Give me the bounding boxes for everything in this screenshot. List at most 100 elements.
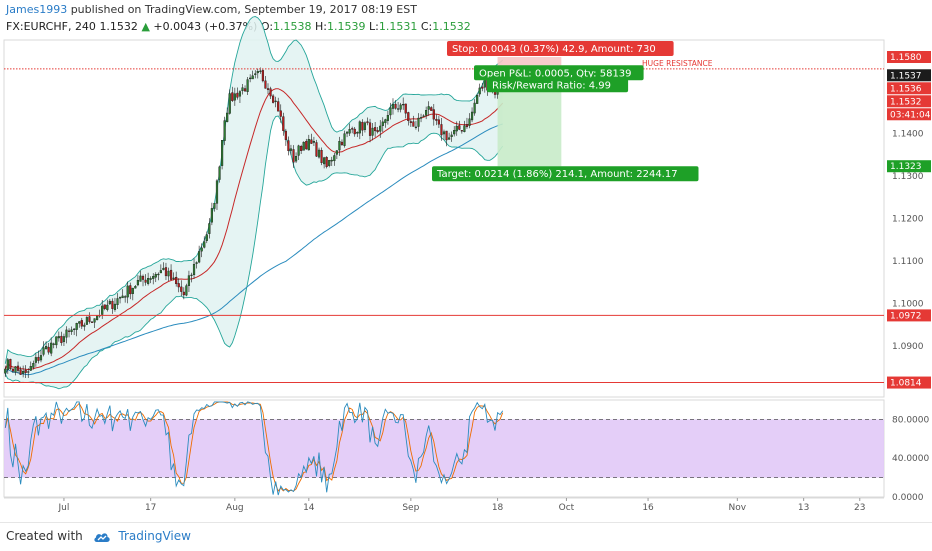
price-marker-label: 1.1532 — [890, 97, 922, 107]
candle-body — [455, 125, 458, 132]
candle-body — [203, 241, 206, 248]
price-change: +0.0043 (+0.37%) — [153, 20, 258, 33]
candle — [108, 298, 111, 305]
candle-body — [192, 263, 196, 276]
time-tick-label: 16 — [642, 503, 654, 513]
candle — [282, 112, 285, 136]
stochastic-tick-label: 40.0000 — [892, 454, 929, 464]
candle — [249, 74, 252, 83]
candle — [463, 120, 466, 133]
candle — [93, 318, 96, 329]
candle — [190, 272, 193, 283]
time-tick-label: 13 — [798, 503, 809, 513]
candle-body — [358, 121, 361, 134]
candle — [345, 131, 349, 138]
candle-body — [226, 112, 229, 122]
candle-body — [284, 130, 287, 140]
candle — [159, 264, 162, 274]
candle — [297, 144, 300, 161]
candle-body — [47, 346, 50, 353]
candle — [465, 117, 469, 129]
candle-body — [42, 347, 45, 355]
price-tick-label: 1.1400 — [892, 130, 924, 140]
stochastic-band — [4, 419, 884, 478]
candle-body — [266, 88, 270, 90]
candle-body — [465, 124, 469, 128]
price-marker: 1.1323 — [887, 160, 931, 173]
candle-body — [55, 336, 58, 346]
candle-body — [440, 124, 443, 136]
candle-body — [210, 208, 213, 223]
stop-label-text: Stop: 0.0043 (0.37%) 42.9, Amount: 730 — [452, 44, 656, 55]
candle — [338, 136, 341, 156]
candle — [47, 343, 50, 355]
candle — [396, 102, 400, 113]
candle — [277, 97, 280, 112]
candle — [264, 76, 267, 89]
symbol-name: FX:EURCHF, 240 — [6, 20, 96, 33]
candle — [29, 361, 32, 372]
created-with: Created with TradingView — [6, 529, 191, 543]
candle — [9, 358, 12, 371]
candle-body — [330, 159, 333, 162]
candle — [361, 119, 364, 137]
candle — [203, 236, 206, 249]
candle-body — [458, 125, 461, 130]
candle-body — [478, 87, 481, 95]
candle — [180, 280, 183, 297]
candle — [307, 134, 310, 151]
price-tick-label: 1.0900 — [892, 342, 924, 352]
candle-body — [144, 279, 147, 283]
candle — [414, 120, 418, 130]
candle — [312, 136, 316, 146]
candle — [177, 278, 180, 293]
risk-reward-label-text: Risk/Reward Ratio: 4.99 — [492, 80, 611, 91]
candle — [425, 106, 428, 120]
candle-body — [118, 296, 122, 299]
candle — [75, 322, 78, 337]
candle — [162, 262, 165, 271]
candle-body — [83, 324, 86, 327]
candle — [419, 113, 423, 123]
candle-body — [300, 146, 303, 151]
last-price: 1.1532 — [99, 20, 138, 33]
candle — [129, 282, 132, 300]
stochastic-tick-label: 80.0000 — [892, 415, 929, 425]
candle — [141, 274, 145, 287]
candle-body — [430, 107, 433, 111]
candle — [118, 296, 122, 304]
price-marker: 1.0972 — [887, 309, 931, 322]
candle-body — [473, 102, 476, 114]
candle — [121, 289, 124, 299]
candle — [363, 121, 367, 133]
candle-body — [333, 155, 336, 162]
candle-body — [4, 368, 7, 374]
candle — [261, 68, 264, 83]
candle-body — [22, 370, 25, 374]
price-marker: 1.1536 — [887, 82, 931, 95]
candle — [44, 341, 48, 350]
candle-body — [453, 130, 456, 135]
candle — [310, 133, 313, 144]
candle-body — [402, 104, 405, 106]
tradingview-brand[interactable]: TradingView — [118, 529, 191, 543]
candle-body — [90, 321, 94, 323]
author-link[interactable]: James1993 — [6, 3, 68, 16]
candle — [83, 322, 86, 331]
candle — [22, 365, 25, 378]
candle — [210, 202, 213, 226]
candle — [476, 93, 479, 104]
candle-body — [85, 317, 88, 325]
candle-body — [386, 115, 389, 121]
candle-body — [432, 109, 435, 120]
candle — [381, 117, 384, 133]
price-chart[interactable]: HUGE RESISTANCE Stop: 0.0043 (0.37%) 42.9… — [0, 0, 932, 522]
candle — [24, 365, 27, 379]
chart-header: James1993 published on TradingView.com, … — [0, 0, 932, 38]
candle-body — [407, 112, 410, 122]
candle — [34, 353, 37, 367]
candle-body — [134, 286, 137, 289]
risk-reward-label-bg — [487, 77, 629, 93]
candle — [50, 337, 53, 357]
candle-body — [317, 149, 321, 158]
